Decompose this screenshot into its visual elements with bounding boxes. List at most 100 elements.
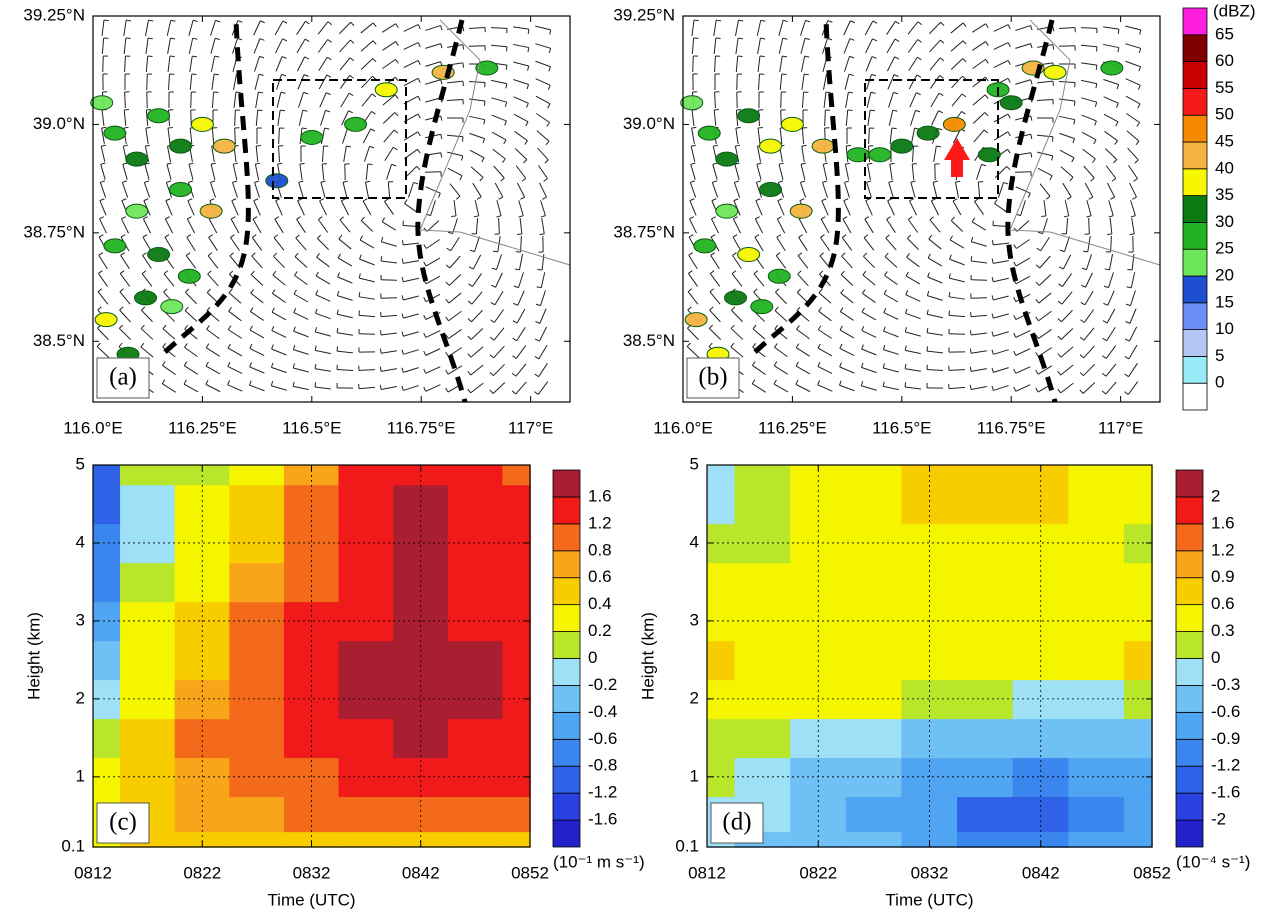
contour-cell [229,523,285,564]
wind-barb [166,146,172,162]
wind-barb [249,329,265,339]
contour-cell [734,464,792,486]
wind-barb-flag [232,180,238,183]
wind-barb [1105,345,1117,359]
wind-barb-flag [904,308,908,314]
wind-barb-flag [210,162,216,165]
x-tick-label: 117°E [508,418,553,437]
wind-barb-flag [370,128,376,132]
wind-barb [140,346,154,358]
wind-barb-flag [893,74,899,77]
x-tick-label: 0852 [511,863,549,882]
wind-barb [210,56,216,72]
wind-barb [403,295,419,301]
colorbar-box [552,469,581,498]
wind-barb-flag [166,180,172,183]
contour-cell [338,831,395,848]
wind-barb-flag [537,268,543,271]
wind-barb [732,218,742,234]
contour-cell [283,523,340,564]
wind-barb [821,200,829,216]
wind-barb-flag [971,217,976,223]
wind-barb [1036,99,1054,101]
wind-barb-flag [711,198,717,202]
wind-barb-flag [341,198,346,202]
wind-barb [909,200,917,216]
wind-barb-flag [489,389,494,394]
wind-barb [249,384,265,392]
wind-barb-flag [1081,267,1087,271]
colorbar-tick-label: 0 [588,648,597,667]
wind-barb-flag [338,234,343,240]
wind-barb-flag [141,270,147,275]
wind-barb-flag [1079,354,1084,359]
contour-cell [1068,796,1125,833]
wind-barb [1015,257,1031,267]
wind-barb [475,217,479,235]
wind-barb [909,92,917,108]
wind-barb-flag [1101,390,1107,395]
wind-barb-flag [939,75,944,79]
wind-barb [145,128,149,144]
wind-barb-flag [1030,79,1033,85]
wind-barb [993,331,1009,337]
wind-barb [867,110,871,126]
wind-barb [926,350,944,354]
wind-barb [842,218,852,234]
wind-barb-flag [271,289,276,294]
colorbar-tick-label: -0.9 [1211,729,1240,748]
wind-barb [1088,217,1090,235]
wind-barb [189,73,193,91]
contour-cell [338,679,395,720]
wind-barb-flag [281,56,287,59]
wind-barb-flag [823,162,829,165]
wind-barb [228,292,242,304]
wind-barb-flag [99,198,105,202]
wind-barb-flag [96,342,101,347]
wind-barb [234,127,236,145]
wind-barb [535,78,551,86]
wind-barb-flag [1007,131,1011,137]
wind-barb [929,75,941,89]
echo-cell [134,290,158,306]
boundary-line [163,19,251,354]
wind-barb-flag [372,58,377,63]
wind-barb [883,385,899,391]
wind-barb [797,273,809,287]
wind-barb-flag [183,379,187,385]
wind-barb-flag [417,78,421,83]
wind-barb-flag [535,321,541,324]
wind-barb [98,254,108,270]
wind-barb [948,386,966,390]
wind-barb [278,127,280,145]
wind-barb [840,311,854,321]
wind-barb-flag [467,318,472,323]
wind-barb-flag [184,343,188,348]
echo-cell [147,247,171,263]
wind-barb [1082,148,1096,160]
wind-barb [713,20,717,36]
wind-barb-flag [319,198,325,202]
wind-barb [425,25,441,31]
wind-barb [971,221,987,231]
colorbar-tick-label: 15 [1215,292,1234,311]
wind-barb [513,26,529,30]
wind-barb [469,132,485,140]
wind-barb [513,78,529,86]
wind-barb [864,218,874,234]
wind-barb [274,218,284,234]
wind-barb-flag [929,216,934,221]
wind-barb-flag [207,270,212,275]
wind-barb [1081,131,1097,141]
wind-barb-flag [371,93,377,98]
wind-barb-flag [708,342,713,348]
contour-cell [447,562,504,603]
wind-barb [753,273,765,287]
wind-barb-flag [514,268,520,271]
wind-barb-flag [1080,319,1085,323]
wind-barb [993,131,1009,141]
wind-barb [358,386,376,390]
wind-barb-flag [712,162,718,165]
contour-cell [502,562,531,603]
wind-barb [735,20,739,36]
